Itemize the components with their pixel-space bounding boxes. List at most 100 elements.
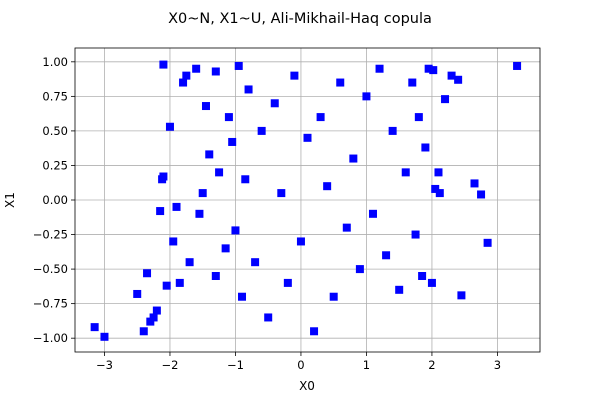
data-point: [270, 99, 279, 108]
data-point: [228, 137, 237, 146]
data-point: [201, 102, 210, 111]
data-point: [411, 230, 420, 239]
data-point: [277, 189, 286, 198]
data-point: [283, 278, 292, 287]
data-point: [195, 209, 204, 218]
data-point: [159, 60, 168, 69]
data-point: [133, 289, 142, 298]
data-point: [441, 95, 450, 104]
data-point: [336, 78, 345, 87]
x-tick-label: −3: [96, 358, 113, 372]
data-point: [152, 306, 161, 315]
data-point: [182, 71, 191, 80]
data-point: [149, 313, 158, 322]
x-tick-label: −2: [161, 358, 178, 372]
data-point: [349, 154, 358, 163]
data-point: [234, 61, 243, 70]
data-point: [244, 85, 253, 94]
data-point: [447, 71, 456, 80]
data-point: [146, 317, 155, 326]
y-tick-label: 1.00: [42, 55, 68, 69]
data-point: [251, 258, 260, 267]
data-point: [513, 61, 522, 70]
data-point: [169, 237, 178, 246]
data-point: [205, 150, 214, 159]
data-point: [310, 327, 319, 336]
data-point: [368, 209, 377, 218]
data-point: [211, 272, 220, 280]
data-point: [470, 179, 479, 188]
data-point: [224, 113, 233, 122]
data-point: [434, 168, 443, 177]
data-point: [435, 189, 444, 198]
y-tick-label: −0.25: [33, 228, 68, 242]
y-tick-label: 0.75: [42, 89, 68, 103]
chart-title: X0~N, X1~U, Ali-Mikhail-Haq copula: [168, 11, 432, 27]
y-axis-label: X1: [3, 192, 17, 208]
data-point: [172, 202, 181, 211]
data-point: [477, 190, 486, 199]
data-point: [165, 122, 174, 131]
y-tick-label: 0.25: [42, 158, 68, 172]
data-points: [90, 60, 522, 341]
data-point: [408, 78, 417, 87]
y-axis: −1.00 −0.75 −0.50 −0.25 0.00 0.25 0.50 0.75 1.00: [33, 55, 75, 345]
data-point: [143, 269, 152, 278]
x-axis: −3 −2 −1 0 1 2 3: [96, 352, 501, 372]
data-point: [100, 332, 109, 341]
data-point: [355, 265, 364, 274]
data-point: [264, 313, 273, 322]
x-tick-label: 2: [428, 358, 435, 372]
y-tick-label: 0.50: [42, 124, 68, 138]
data-point: [375, 64, 384, 73]
data-point: [215, 168, 224, 177]
y-tick-label: 0.00: [42, 193, 68, 207]
x-tick-label: 1: [363, 358, 370, 372]
data-point: [457, 291, 466, 300]
data-point: [329, 292, 338, 301]
data-point: [483, 238, 492, 247]
data-point: [424, 64, 433, 73]
data-point: [323, 182, 332, 191]
data-point: [221, 244, 230, 253]
y-tick-label: −0.75: [33, 297, 68, 311]
data-point: [303, 133, 312, 142]
data-point: [257, 126, 266, 135]
data-point: [192, 64, 201, 73]
data-point: [162, 281, 171, 290]
data-point: [296, 237, 305, 246]
data-point: [175, 278, 184, 287]
data-point: [382, 251, 391, 260]
data-point: [316, 113, 325, 122]
data-point: [231, 226, 240, 235]
data-point: [238, 292, 247, 301]
x-tick-label: −1: [227, 358, 244, 372]
data-point: [156, 207, 165, 216]
x-axis-label: X0: [299, 379, 315, 393]
y-tick-label: −1.00: [33, 331, 68, 345]
data-point: [159, 172, 168, 181]
data-point: [211, 67, 220, 76]
data-point: [431, 184, 440, 193]
data-point: [241, 175, 250, 184]
x-tick-label: 0: [297, 358, 304, 372]
data-point: [418, 272, 427, 280]
data-point: [185, 258, 194, 267]
data-point: [401, 168, 410, 177]
data-point: [179, 78, 188, 87]
data-point: [429, 66, 438, 75]
grid: [75, 48, 540, 352]
data-point: [342, 223, 351, 232]
data-point: [362, 92, 371, 101]
data-point: [395, 285, 404, 294]
data-point: [454, 75, 463, 84]
data-point: [427, 278, 436, 287]
data-point: [290, 71, 299, 80]
data-point: [90, 323, 99, 332]
data-point: [414, 113, 423, 122]
x-tick-label: 3: [494, 358, 501, 372]
data-point: [139, 327, 148, 336]
y-tick-label: −0.50: [33, 262, 68, 276]
data-point: [421, 143, 430, 152]
